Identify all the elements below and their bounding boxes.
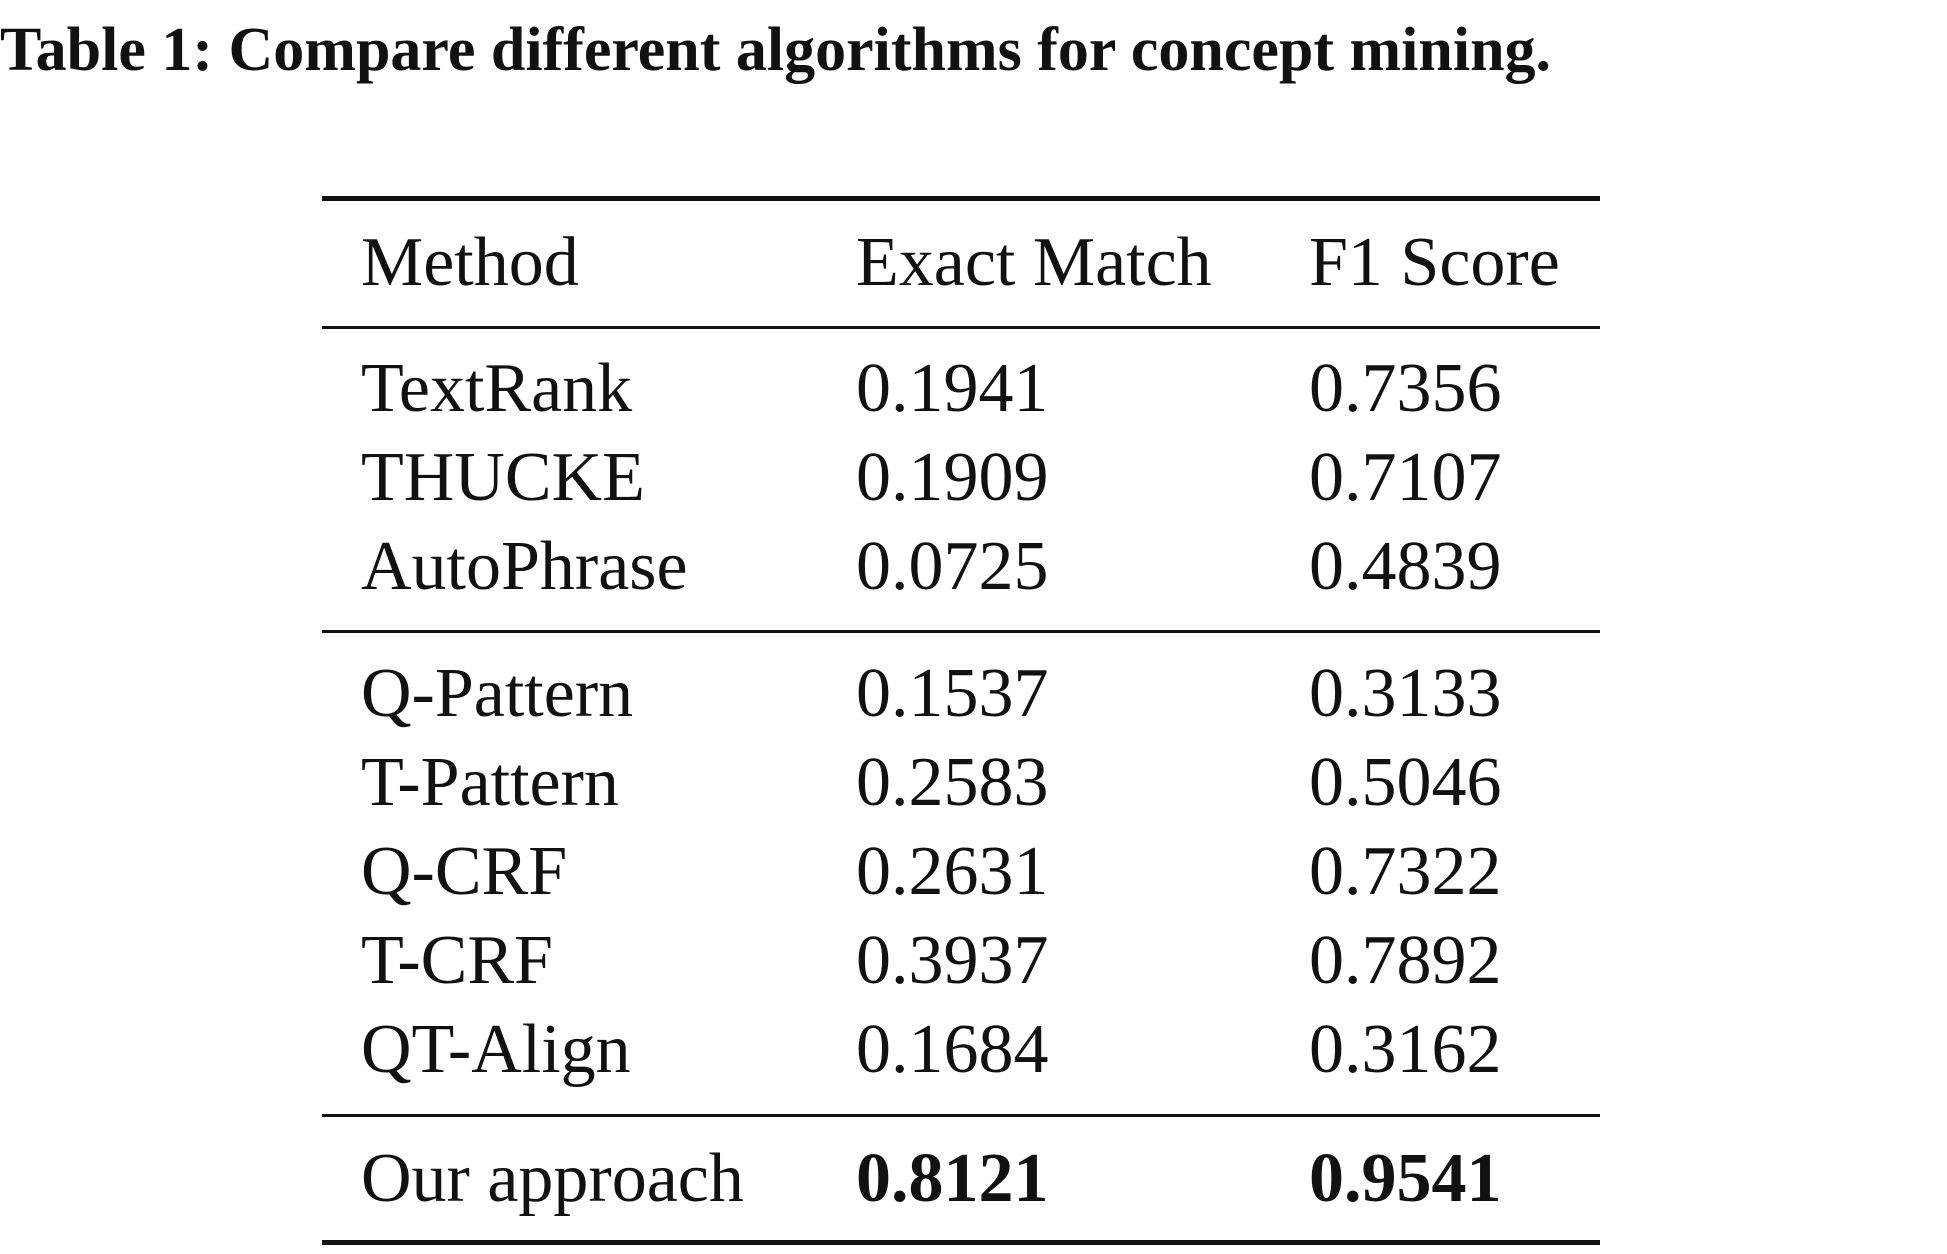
group-rule [322,1114,1600,1117]
f1-score-cell: 0.7107 [1309,439,1502,516]
method-cell: QT-Align [361,1011,631,1088]
method-cell: Q-CRF [361,833,568,910]
method-cell: T-CRF [361,922,553,999]
header-method: Method [361,224,579,301]
method-cell: THUCKE [361,439,645,516]
table-caption: Table 1: Compare different algorithms fo… [0,16,1552,84]
method-cell: AutoPhrase [361,528,688,605]
f1-score-cell: 0.5046 [1309,744,1502,821]
exact-match-cell: 0.1941 [856,350,1049,427]
exact-match-cell: 0.1537 [856,655,1049,732]
f1-score-cell: 0.3133 [1309,655,1502,732]
method-cell: Our approach [361,1140,744,1217]
header-f1-score: F1 Score [1309,224,1560,301]
header-rule [322,326,1600,329]
exact-match-cell: 0.0725 [856,528,1049,605]
exact-match-cell: 0.1909 [856,439,1049,516]
exact-match-cell: 0.1684 [856,1011,1049,1088]
exact-match-cell: 0.2583 [856,744,1049,821]
group-rule [322,630,1600,633]
exact-match-cell: 0.3937 [856,922,1049,999]
table-bottom-rule [322,1240,1600,1245]
f1-score-cell: 0.7892 [1309,922,1502,999]
f1-score-cell-best: 0.9541 [1309,1140,1502,1217]
method-cell: TextRank [361,350,633,427]
f1-score-cell: 0.7322 [1309,833,1502,910]
method-cell: T-Pattern [361,744,619,821]
table-top-rule [322,196,1600,201]
exact-match-cell-best: 0.8121 [856,1140,1049,1217]
f1-score-cell: 0.4839 [1309,528,1502,605]
f1-score-cell: 0.7356 [1309,350,1502,427]
method-cell: Q-Pattern [361,655,634,732]
f1-score-cell: 0.3162 [1309,1011,1502,1088]
exact-match-cell: 0.2631 [856,833,1049,910]
header-exact-match: Exact Match [856,224,1212,301]
